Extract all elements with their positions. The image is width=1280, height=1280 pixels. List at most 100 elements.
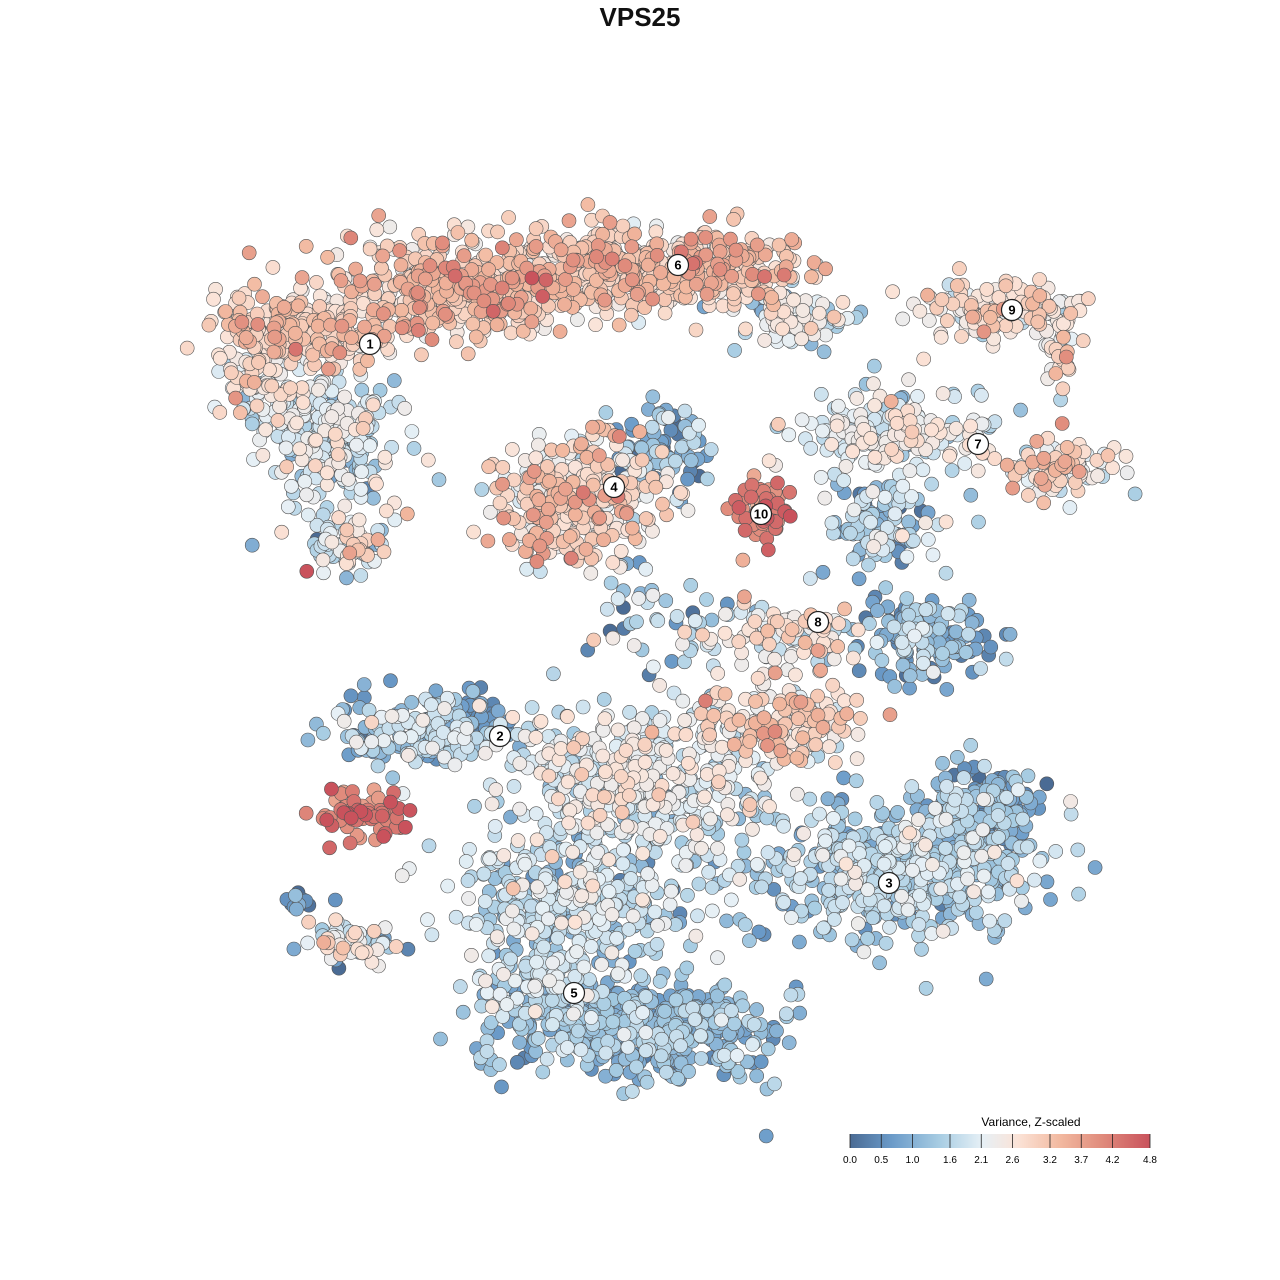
data-point bbox=[952, 261, 967, 276]
data-point bbox=[687, 613, 703, 629]
data-point bbox=[710, 950, 725, 966]
data-point bbox=[506, 779, 522, 794]
data-point bbox=[924, 476, 939, 492]
data-point bbox=[448, 909, 464, 925]
data-point bbox=[781, 1035, 797, 1050]
data-point bbox=[673, 485, 688, 500]
data-point bbox=[652, 678, 667, 693]
data-point bbox=[1055, 381, 1071, 397]
data-point bbox=[566, 1006, 581, 1022]
data-point bbox=[478, 973, 493, 989]
data-point bbox=[818, 833, 833, 849]
data-point bbox=[524, 926, 540, 942]
data-point bbox=[465, 684, 481, 699]
data-point bbox=[1015, 811, 1030, 827]
data-point bbox=[706, 708, 722, 723]
data-point bbox=[833, 871, 849, 887]
data-point bbox=[749, 1068, 765, 1084]
data-point bbox=[920, 532, 936, 547]
data-point bbox=[691, 417, 706, 433]
data-point bbox=[717, 977, 733, 993]
data-point bbox=[771, 237, 787, 253]
data-point bbox=[541, 768, 557, 784]
data-point bbox=[510, 833, 526, 848]
data-point bbox=[437, 701, 452, 716]
data-point bbox=[631, 591, 647, 606]
data-point bbox=[849, 692, 865, 708]
data-point bbox=[495, 460, 511, 475]
data-point bbox=[925, 664, 941, 680]
data-point bbox=[567, 914, 583, 930]
data-point bbox=[645, 587, 661, 603]
data-point bbox=[382, 219, 398, 235]
data-point bbox=[890, 805, 905, 820]
data-point bbox=[366, 923, 382, 939]
data-point bbox=[826, 651, 842, 667]
data-point bbox=[825, 677, 841, 693]
data-point bbox=[299, 487, 314, 503]
points-layer bbox=[179, 197, 1143, 1144]
data-point bbox=[662, 897, 678, 912]
data-point bbox=[355, 421, 371, 436]
data-point bbox=[973, 661, 988, 676]
data-point bbox=[887, 506, 903, 522]
data-point bbox=[369, 222, 385, 238]
data-point bbox=[894, 888, 909, 904]
data-point bbox=[784, 622, 800, 637]
data-point bbox=[279, 459, 295, 475]
data-point bbox=[701, 864, 717, 880]
data-point bbox=[669, 609, 685, 624]
data-point bbox=[902, 463, 918, 479]
data-point bbox=[762, 799, 777, 814]
data-point bbox=[866, 358, 882, 374]
data-point bbox=[505, 881, 521, 896]
data-point bbox=[327, 892, 343, 908]
data-point bbox=[815, 564, 831, 580]
data-point bbox=[638, 989, 654, 1004]
data-point bbox=[324, 534, 340, 550]
data-point bbox=[970, 463, 986, 479]
data-point bbox=[895, 657, 911, 673]
data-point bbox=[466, 524, 481, 540]
data-point bbox=[330, 447, 346, 462]
data-point bbox=[977, 758, 992, 774]
data-point bbox=[876, 898, 892, 914]
data-point bbox=[961, 592, 977, 608]
data-point bbox=[339, 570, 354, 586]
data-point bbox=[535, 1064, 551, 1080]
data-point bbox=[836, 473, 852, 488]
data-point bbox=[942, 448, 957, 464]
data-point bbox=[704, 612, 720, 628]
data-point bbox=[458, 854, 474, 869]
data-point bbox=[979, 282, 995, 297]
data-point bbox=[369, 476, 384, 492]
data-point bbox=[583, 1010, 599, 1025]
data-point bbox=[665, 766, 681, 781]
data-point bbox=[673, 1038, 688, 1053]
data-point bbox=[807, 900, 823, 916]
data-point bbox=[384, 708, 400, 724]
data-point bbox=[635, 892, 650, 908]
data-point bbox=[699, 1003, 715, 1018]
data-point bbox=[938, 811, 954, 827]
data-point bbox=[845, 650, 861, 666]
data-point bbox=[530, 879, 545, 895]
data-point bbox=[657, 1003, 673, 1019]
data-point bbox=[816, 920, 831, 936]
data-point bbox=[621, 788, 637, 803]
data-point bbox=[315, 552, 331, 568]
data-point bbox=[688, 322, 704, 338]
data-point bbox=[452, 979, 468, 994]
data-point bbox=[561, 815, 577, 831]
data-point bbox=[560, 774, 576, 790]
data-point bbox=[645, 389, 661, 405]
data-point bbox=[918, 515, 933, 531]
data-point bbox=[865, 910, 881, 926]
data-point bbox=[902, 825, 917, 841]
data-point bbox=[479, 1044, 495, 1059]
data-point bbox=[714, 1012, 729, 1028]
data-point bbox=[939, 682, 955, 697]
data-point bbox=[608, 1063, 624, 1078]
data-point bbox=[678, 858, 694, 873]
data-point bbox=[366, 490, 381, 506]
